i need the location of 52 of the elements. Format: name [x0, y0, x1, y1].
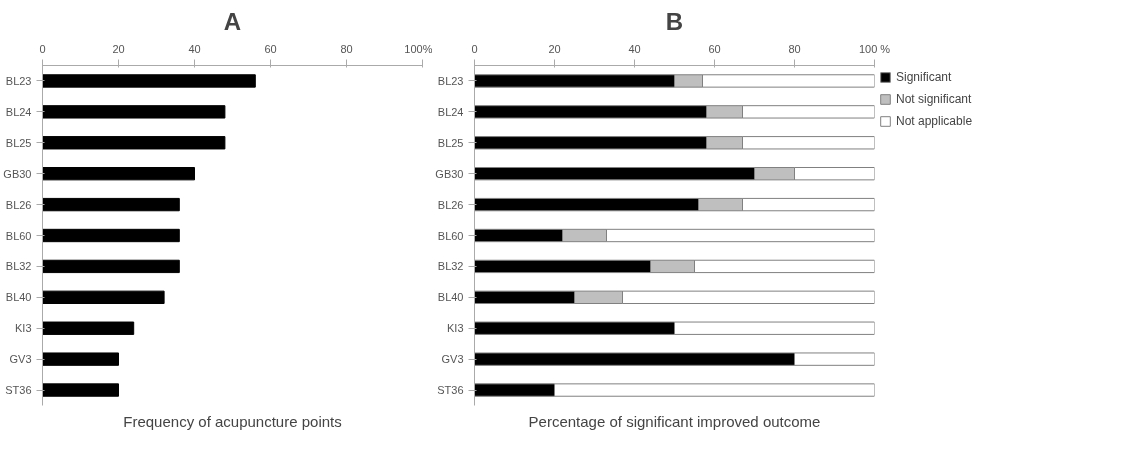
legend-label: Not applicable — [896, 114, 973, 128]
y-tick-label: BL40 — [5, 291, 32, 304]
bar — [42, 197, 180, 212]
y-tick-label: BL25 — [437, 136, 464, 149]
bar — [42, 228, 180, 243]
y-tick-label: BL26 — [5, 198, 32, 211]
y-tick-label: BL26 — [437, 198, 464, 211]
y-tick-label: BL32 — [5, 260, 32, 273]
x-tick-label: 0 — [39, 42, 46, 55]
x-tick-label: 40 — [628, 42, 641, 55]
y-tick-label: ST36 — [437, 384, 464, 397]
bar — [42, 136, 226, 150]
y-tick-label: BL25 — [5, 136, 32, 149]
chart-title: B — [665, 7, 684, 35]
x-tick-label: 60 — [264, 42, 277, 55]
bar — [42, 352, 119, 366]
y-tick-label: BL32 — [437, 260, 464, 273]
bar — [42, 167, 195, 181]
x-tick-label: 40 — [188, 42, 201, 55]
y-tick-label: GB30 — [435, 167, 464, 180]
y-tick-label: KI3 — [14, 322, 32, 335]
chart-title: A — [223, 7, 242, 35]
x-tick-label: 20 — [548, 42, 561, 55]
x-tick-label: 80 — [788, 42, 801, 55]
y-tick-label: BL24 — [437, 105, 464, 118]
x-tick-label: 60 — [708, 42, 721, 55]
bar — [42, 74, 256, 88]
x-tick-label: 80 — [340, 42, 353, 55]
legend-label: Significant — [896, 70, 952, 84]
bar — [42, 105, 226, 119]
y-tick-label: BL23 — [5, 74, 32, 87]
x-axis-title: Percentage of significant improved outcome — [528, 412, 821, 430]
y-tick-label: BL23 — [437, 74, 464, 87]
y-tick-label: GB30 — [3, 167, 32, 180]
y-tick-label: KI3 — [446, 322, 464, 335]
x-tick-label: 100 % — [858, 42, 891, 55]
y-tick-label: BL40 — [437, 291, 464, 304]
bar — [42, 383, 119, 397]
y-tick-label: BL60 — [5, 229, 32, 242]
y-tick-label: ST36 — [5, 384, 32, 397]
bar — [42, 290, 165, 304]
bar — [42, 321, 135, 335]
x-axis-title: Frequency of acupuncture points — [123, 412, 342, 430]
x-tick-label: 20 — [112, 42, 125, 55]
bar — [42, 259, 180, 274]
x-tick-label: 0 — [471, 42, 478, 55]
legend-label: Not significant — [896, 92, 972, 106]
y-tick-label: BL60 — [437, 229, 464, 242]
y-tick-label: GV3 — [441, 353, 464, 366]
x-tick-label: 100% — [404, 42, 433, 55]
y-tick-label: BL24 — [5, 105, 32, 118]
y-tick-label: GV3 — [9, 353, 32, 366]
